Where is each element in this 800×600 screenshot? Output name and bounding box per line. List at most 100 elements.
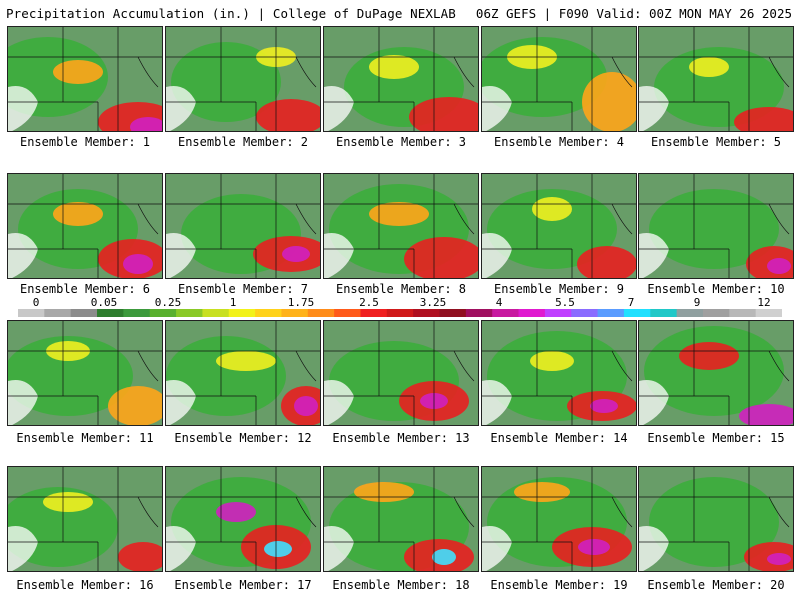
ensemble-panel-20 — [638, 466, 794, 572]
ensemble-panel-4 — [481, 26, 637, 132]
ensemble-member-label: Ensemble Member: 16 — [16, 578, 154, 592]
precip-map — [8, 467, 162, 571]
colorbar-scale — [18, 309, 782, 317]
ensemble-member-label: Ensemble Member: 4 — [493, 135, 625, 149]
precip-contour-3 — [739, 404, 793, 425]
colorbar-segment — [44, 309, 72, 317]
precip-map — [639, 321, 793, 425]
ensemble-member-label: Ensemble Member: 18 — [332, 578, 470, 592]
colorbar-segment — [123, 309, 151, 317]
state-boundary-6 — [453, 496, 475, 528]
ensemble-member-label: Ensemble Member: 14 — [490, 431, 628, 445]
ensemble-panel-8 — [323, 173, 479, 279]
colorbar-segment — [597, 309, 625, 317]
dry-region — [639, 233, 669, 278]
state-boundary-6 — [137, 203, 159, 235]
state-boundary-6 — [453, 203, 475, 235]
ensemble-member-label: Ensemble Member: 6 — [19, 282, 151, 296]
ensemble-member-label: Ensemble Member: 20 — [647, 578, 785, 592]
precip-map — [8, 174, 162, 278]
precip-contour-3 — [43, 492, 93, 512]
precip-map — [166, 321, 320, 425]
colorbar: 0 0.05 0.25 1 1.75 2.5 3.25 4 5.5 7 9 12 — [0, 296, 800, 318]
precip-map — [482, 174, 636, 278]
dry-region — [482, 526, 512, 571]
precip-map — [482, 321, 636, 425]
precip-contour-3 — [282, 246, 310, 262]
dry-region — [482, 380, 512, 425]
dry-region — [166, 233, 196, 278]
colorbar-segment — [360, 309, 388, 317]
state-boundary-6 — [611, 496, 633, 528]
state-boundary-6 — [137, 350, 159, 382]
ensemble-panel-5 — [638, 26, 794, 132]
colorbar-segment — [334, 309, 361, 317]
colorbar-tick-label: 4 — [495, 296, 503, 309]
colorbar-tick-label: 0.05 — [90, 296, 118, 309]
title-right: 06Z GEFS | F090 Valid: 00Z MON MAY 26 20… — [475, 6, 792, 21]
precip-contour-3 — [264, 541, 292, 557]
ensemble-member-label: Ensemble Member: 5 — [650, 135, 782, 149]
colorbar-segment — [623, 309, 651, 317]
precip-contour-3 — [130, 117, 162, 131]
ensemble-panel-14 — [481, 320, 637, 426]
ensemble-member-label: Ensemble Member: 12 — [174, 431, 312, 445]
colorbar-tick-label: 5.5 — [555, 296, 575, 309]
precip-contour-3 — [767, 258, 791, 274]
dry-region — [8, 86, 38, 131]
state-boundary-6 — [137, 56, 159, 88]
ensemble-member-label: Ensemble Member: 19 — [490, 578, 628, 592]
ensemble-panel-13 — [323, 320, 479, 426]
ensemble-panel-17 — [165, 466, 321, 572]
colorbar-tick-label: 1.75 — [287, 296, 315, 309]
precip-contour-3 — [123, 254, 153, 274]
ensemble-member-label: Ensemble Member: 1 — [19, 135, 151, 149]
state-boundary-6 — [768, 203, 790, 235]
ensemble-panel-10 — [638, 173, 794, 279]
ensemble-member-label: Ensemble Member: 9 — [493, 282, 625, 296]
dry-region — [8, 233, 38, 278]
ensemble-panel-16 — [7, 466, 163, 572]
dry-region — [324, 86, 354, 131]
precip-contour-2 — [256, 99, 320, 131]
colorbar-segment — [729, 309, 757, 317]
colorbar-segment — [97, 309, 124, 317]
colorbar-segment — [255, 309, 282, 317]
state-boundary-6 — [295, 350, 317, 382]
precip-contour-3 — [590, 399, 618, 413]
dry-region — [166, 526, 196, 571]
state-boundary-6 — [611, 203, 633, 235]
precip-contour-3 — [767, 553, 791, 565]
precip-contour-3 — [532, 197, 572, 221]
colorbar-segment — [386, 309, 414, 317]
ensemble-panel-1 — [7, 26, 163, 132]
dry-region — [166, 380, 196, 425]
colorbar-segment — [202, 309, 230, 317]
state-boundary-6 — [295, 203, 317, 235]
precip-contour-2 — [108, 386, 162, 425]
dry-region — [8, 380, 38, 425]
colorbar-segment — [18, 309, 45, 317]
precip-contour-3 — [294, 396, 318, 416]
colorbar-segment — [228, 309, 256, 317]
dry-region — [166, 86, 196, 131]
precip-map — [324, 321, 478, 425]
ensemble-member-label: Ensemble Member: 17 — [174, 578, 312, 592]
ensemble-member-label: Ensemble Member: 7 — [177, 282, 309, 296]
precip-map — [166, 174, 320, 278]
precip-contour-4 — [216, 351, 276, 371]
colorbar-segment — [544, 309, 572, 317]
ensemble-member-label: Ensemble Member: 3 — [335, 135, 467, 149]
state-boundary-6 — [768, 496, 790, 528]
ensemble-panel-12 — [165, 320, 321, 426]
ensemble-panel-2 — [165, 26, 321, 132]
colorbar-tick-label: 1 — [229, 296, 237, 309]
colorbar-segment — [149, 309, 177, 317]
dry-region — [639, 380, 669, 425]
precip-map — [482, 467, 636, 571]
precip-contour-4 — [216, 502, 256, 522]
colorbar-segment — [492, 309, 520, 317]
colorbar-tick-label: 9 — [693, 296, 701, 309]
colorbar-segment — [70, 309, 98, 317]
precip-map — [324, 27, 478, 131]
